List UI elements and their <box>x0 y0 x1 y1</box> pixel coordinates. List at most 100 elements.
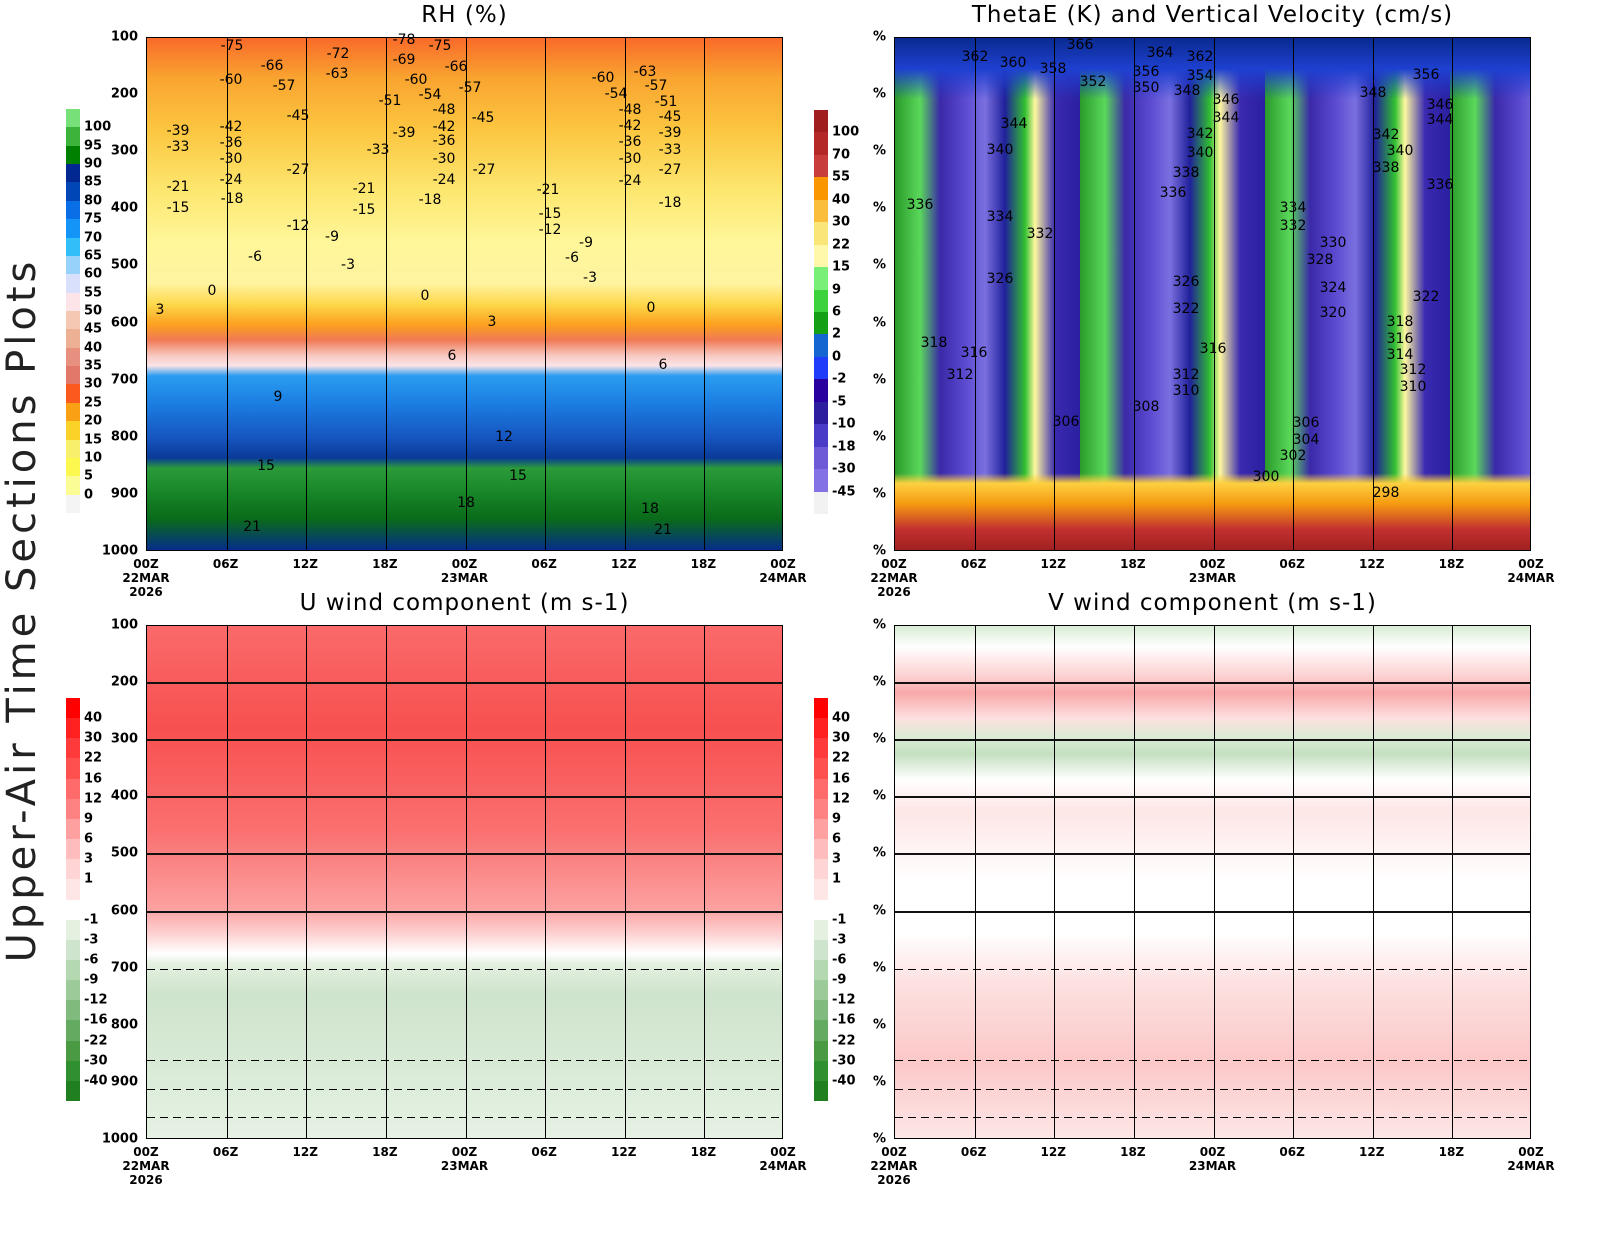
x-tick-time: 00Z <box>881 1145 907 1159</box>
x-tick-date: 24MAR <box>759 1159 807 1173</box>
x-tick-label: 12Z <box>1359 1145 1384 1159</box>
contour-label: -24 <box>219 172 243 188</box>
colorbar-label: 40 <box>832 710 851 726</box>
contour-label: 0 <box>207 283 217 299</box>
contour-label: -12 <box>286 218 310 234</box>
colorbar-label: 35 <box>84 358 103 374</box>
colorbar-box <box>814 334 828 358</box>
contour-label: -30 <box>618 151 642 167</box>
x-tick-label: 06Z <box>1279 1145 1304 1159</box>
contour-label: -21 <box>352 181 376 197</box>
contour-label: 316 <box>1199 341 1227 357</box>
time-gridline <box>1133 626 1135 1138</box>
x-tick-time: 00Z <box>1199 1145 1226 1159</box>
colorbar-box <box>814 1060 828 1082</box>
y-tick-label: 300 <box>110 143 138 159</box>
wind-barb-row <box>895 1117 1530 1119</box>
colorbar-label: -12 <box>832 992 856 1008</box>
contour-label: 350 <box>1132 80 1160 96</box>
wind-barb-row <box>895 910 1530 913</box>
contour-label: 310 <box>1172 383 1200 399</box>
x-tick-time: 06Z <box>1279 1145 1305 1159</box>
colorbar-box <box>814 132 828 156</box>
colorbar-label: 15 <box>84 432 103 448</box>
x-tick-time: 18Z <box>372 1145 398 1159</box>
colorbar-label: -40 <box>84 1073 108 1089</box>
contour-label: -21 <box>166 179 190 195</box>
colorbar-label: 6 <box>832 831 842 847</box>
colorbar-label: -10 <box>832 416 856 432</box>
colorbar-label: 70 <box>84 230 103 246</box>
colorbar-box <box>814 267 828 291</box>
colorbar-box <box>66 311 80 330</box>
contour-label: 326 <box>1172 274 1200 290</box>
x-tick-label: 06Z <box>1279 557 1304 571</box>
contour-label: 18 <box>457 495 475 511</box>
colorbar-box <box>66 1040 80 1062</box>
y-tick-label: 800 <box>110 429 138 445</box>
contour-label: -63 <box>325 66 349 82</box>
v-wind-plot <box>894 625 1531 1139</box>
contour-label: -75 <box>428 38 452 54</box>
x-tick-time: 06Z <box>212 1145 239 1159</box>
colorbar-box <box>66 476 80 496</box>
contour-label: 356 <box>1412 67 1440 83</box>
x-tick-label: 12Z <box>293 1145 318 1159</box>
x-tick-label: 12Z <box>611 557 636 571</box>
time-gridline <box>1054 38 1056 550</box>
colorbar-label: -6 <box>832 952 847 968</box>
colorbar-label: 6 <box>84 831 94 847</box>
y-tick-label: % <box>872 674 886 690</box>
colorbar-box <box>66 778 80 800</box>
contour-label: -6 <box>248 249 262 265</box>
contour-label: 336 <box>1426 177 1454 193</box>
contour-label: 316 <box>1386 331 1414 347</box>
y-tick-label: % <box>872 486 886 502</box>
x-tick-label: 00Z 23MAR <box>441 1145 488 1173</box>
x-tick-time: 18Z <box>372 557 398 571</box>
time-gridline <box>306 38 308 550</box>
time-gridline <box>974 38 976 550</box>
contour-label: 366 <box>1066 37 1094 53</box>
contour-label: 316 <box>960 345 988 361</box>
panel-title: RH (%) <box>421 2 508 28</box>
contour-label: 15 <box>509 468 527 484</box>
y-tick-label: % <box>872 1017 886 1033</box>
y-tick-label: % <box>872 257 886 273</box>
time-gridline <box>704 626 706 1138</box>
wind-barb-row <box>895 739 1530 742</box>
colorbar-label: 30 <box>84 376 103 392</box>
colorbar-box <box>814 738 828 759</box>
x-tick-date: 24MAR <box>1507 1159 1555 1173</box>
contour-label: 302 <box>1279 448 1307 464</box>
colorbar-label: 55 <box>832 169 851 185</box>
time-gridline <box>1372 38 1374 550</box>
contour-label: 21 <box>243 519 261 535</box>
time-gridline <box>1372 626 1374 1138</box>
contour-label: 3 <box>487 314 497 330</box>
y-tick-label: 1000 <box>101 1131 138 1147</box>
colorbar-label: 75 <box>84 211 103 227</box>
y-tick-label: % <box>872 86 886 102</box>
x-tick-date: 22MAR 2026 <box>122 571 170 599</box>
y-tick-label: 900 <box>110 486 138 502</box>
colorbar-box <box>66 402 80 422</box>
colorbar-label: -3 <box>84 932 99 948</box>
x-tick-label: 12Z <box>611 1145 636 1159</box>
x-tick-label: 18Z <box>691 557 716 571</box>
x-tick-time: 06Z <box>531 557 557 571</box>
time-gridline <box>1054 626 1056 1138</box>
x-tick-label: 00Z 22MAR 2026 <box>122 1145 169 1187</box>
colorbar-label: -1 <box>84 912 99 928</box>
y-tick-label: % <box>872 315 886 331</box>
contour-label: -45 <box>471 110 495 126</box>
contour-label: -3 <box>583 270 597 286</box>
colorbar-label: 45 <box>84 321 103 337</box>
x-tick-label: 18Z <box>372 557 397 571</box>
y-tick-label: 300 <box>110 731 138 747</box>
contour-label: 344 <box>1212 110 1240 126</box>
time-gridline <box>1452 38 1454 550</box>
colorbar-label: 9 <box>832 811 842 827</box>
time-gridline <box>226 38 228 550</box>
contour-label: 358 <box>1039 61 1067 77</box>
